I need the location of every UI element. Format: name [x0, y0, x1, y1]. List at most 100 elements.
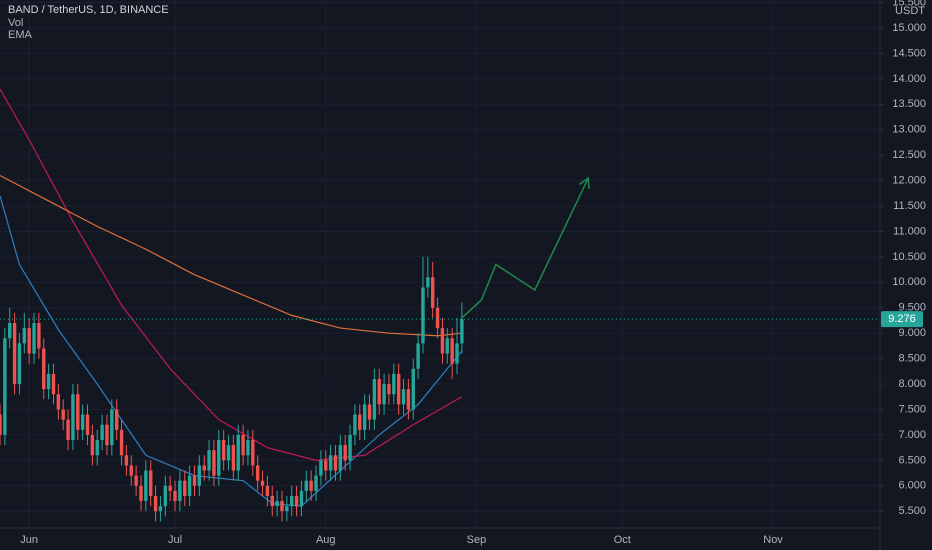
candle-body	[17, 343, 22, 385]
candle-body	[324, 460, 328, 471]
y-tick-label: 7.000	[898, 429, 926, 441]
candle-body	[173, 490, 177, 502]
candle-body	[358, 414, 362, 430]
candle-body	[76, 394, 80, 430]
candle-body	[362, 404, 367, 430]
projection-arrow	[461, 177, 589, 319]
y-tick-label: 10.500	[892, 251, 926, 263]
candle-body	[149, 470, 153, 496]
candle-body	[207, 450, 211, 471]
candle-body	[71, 394, 75, 440]
candle-body	[290, 495, 294, 507]
y-tick-label: 14.000	[892, 73, 926, 85]
candle-body	[221, 440, 226, 461]
candle-body	[241, 434, 245, 456]
y-tick-label: 14.500	[892, 47, 926, 59]
y-tick-label: 6.500	[898, 454, 926, 466]
y-tick-label: 12.500	[892, 149, 926, 161]
candle-body	[401, 389, 406, 405]
candle-body	[168, 485, 172, 491]
candle-body	[27, 328, 31, 354]
candle-body	[460, 319, 464, 344]
ema-line	[0, 195, 463, 507]
candle-body	[387, 384, 391, 395]
price-label: 9.276	[888, 313, 916, 325]
candle-body	[153, 495, 158, 512]
candle-body	[46, 373, 51, 390]
y-tick-label: 11.500	[893, 200, 926, 212]
grid	[0, 0, 880, 528]
candle-body	[304, 480, 308, 491]
candle-body	[90, 434, 95, 456]
x-tick-label: Jul	[168, 534, 182, 546]
candle-body	[426, 277, 430, 288]
y-tick-label: 15.500	[892, 0, 926, 8]
candle-body	[80, 414, 85, 430]
candle-body	[202, 465, 206, 471]
candle-body	[411, 368, 415, 410]
candle-body	[255, 465, 260, 481]
candle-body	[158, 506, 163, 512]
axes: 5.500 6.000 6.500 7.000 7.500 8.000 8.500 9.000…	[20, 0, 926, 546]
candle-body	[440, 328, 445, 354]
candle-body	[231, 445, 236, 471]
candle-body	[119, 429, 124, 456]
candle-body	[139, 485, 143, 502]
candle-body	[129, 465, 133, 476]
candle-body	[372, 378, 377, 420]
candle-body	[377, 378, 381, 405]
x-tick-label: Sep	[467, 534, 487, 546]
x-tick-label: Jun	[20, 534, 38, 546]
candle-body	[32, 323, 36, 354]
candle-body	[236, 434, 240, 471]
candle-body	[56, 394, 61, 410]
candle-body	[3, 338, 7, 435]
candle-body	[178, 480, 182, 502]
candle-body	[66, 419, 70, 440]
candle-body	[343, 445, 347, 461]
candle-body	[285, 506, 289, 512]
candle-body	[455, 343, 459, 364]
y-tick-label: 9.000	[898, 327, 926, 339]
y-tick-label: 13.500	[892, 98, 926, 110]
candle-body	[114, 409, 119, 430]
candle-body	[280, 501, 284, 512]
y-tick-label: 10.000	[892, 276, 926, 288]
y-tick-label: 11.000	[893, 225, 926, 237]
candle-body	[37, 323, 41, 349]
currency-label: USDT	[895, 5, 925, 17]
candle-body	[51, 373, 56, 395]
candle-body	[392, 373, 396, 395]
candle-body	[0, 414, 2, 435]
candle-body	[435, 307, 440, 329]
x-tick-label: Oct	[614, 534, 631, 546]
candle-body	[226, 445, 231, 461]
candle-body	[314, 475, 318, 491]
candle-body	[124, 455, 129, 466]
candle-body	[8, 323, 12, 339]
x-tick-label: Nov	[763, 534, 783, 546]
candle-body	[95, 440, 99, 456]
y-tick-label: 6.000	[898, 480, 926, 492]
candle-body	[431, 277, 435, 308]
candle-body	[61, 409, 65, 420]
ema-line	[0, 88, 463, 461]
candle-body	[299, 490, 304, 507]
candle-body	[134, 475, 138, 486]
candle-body	[251, 440, 255, 466]
candle-body	[275, 501, 279, 507]
candle-body	[85, 414, 90, 435]
y-tick-label: 15.000	[892, 22, 926, 34]
indicator-label: EMA	[8, 29, 33, 41]
y-tick-label: 9.500	[898, 302, 926, 314]
candle-body	[338, 445, 343, 471]
candle-body	[187, 475, 192, 496]
candle-body	[212, 450, 216, 476]
candle-body	[294, 495, 299, 507]
candle-body	[348, 434, 352, 461]
y-tick-label: 5.500	[898, 505, 926, 517]
y-tick-label: 8.000	[898, 378, 926, 390]
candle-body	[100, 424, 104, 440]
